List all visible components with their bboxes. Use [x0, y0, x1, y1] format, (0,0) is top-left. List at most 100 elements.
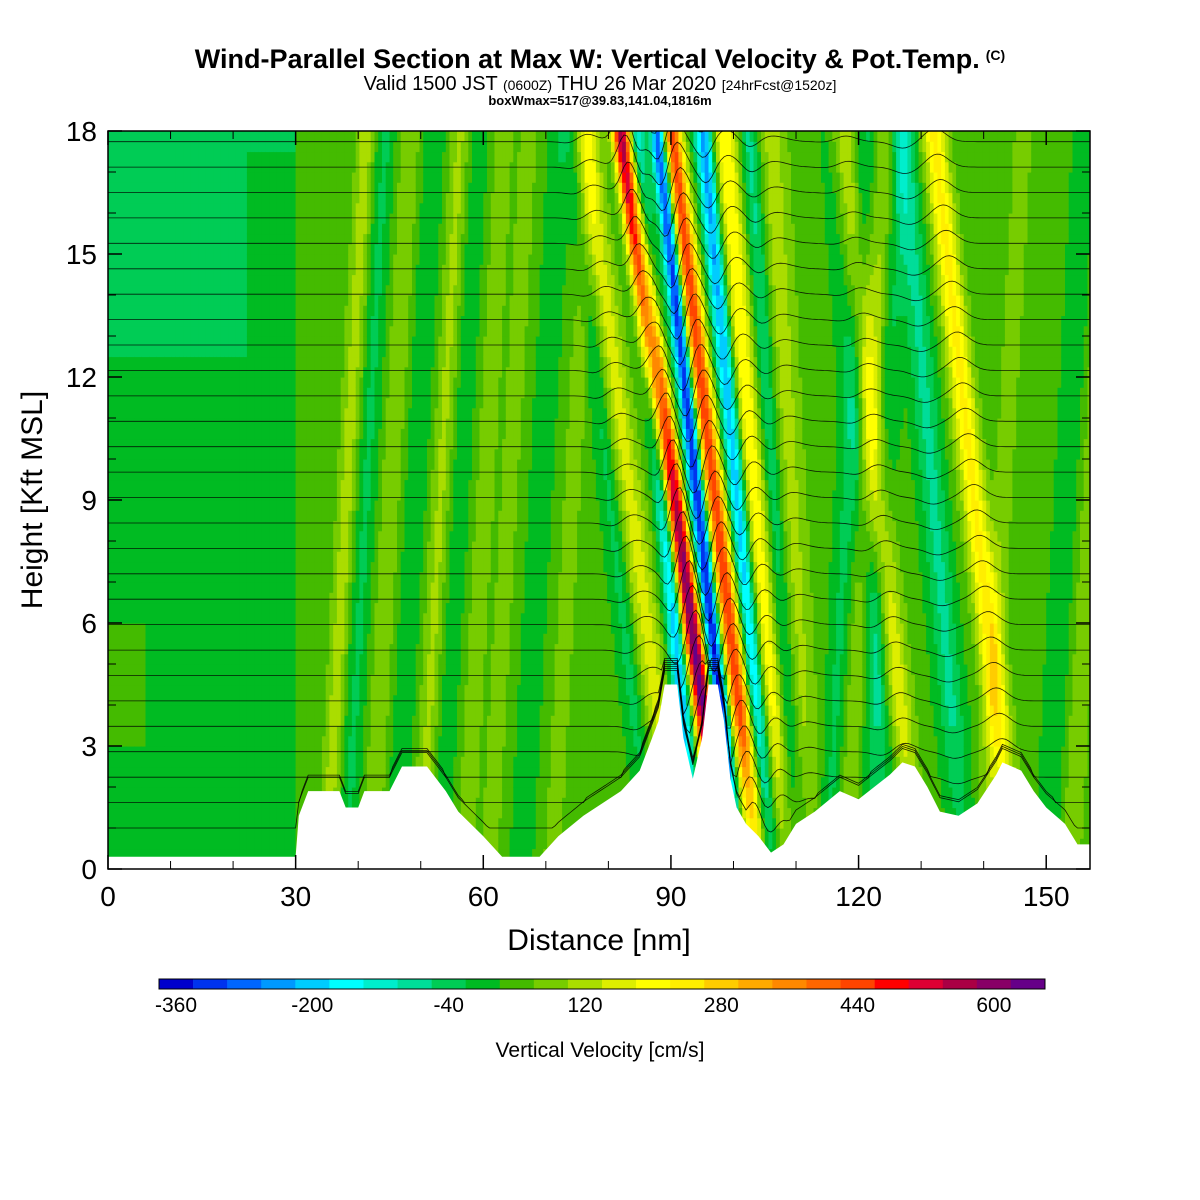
velocity-cell [291, 202, 297, 214]
velocity-cell [280, 428, 285, 440]
velocity-cell [258, 489, 263, 501]
velocity-cell [123, 264, 128, 276]
velocity-cell [138, 336, 143, 347]
velocity-cell [108, 397, 113, 409]
velocity-cell [231, 582, 237, 593]
velocity-cell [205, 397, 210, 409]
velocity-cell [153, 684, 158, 696]
velocity-cell [239, 653, 244, 665]
velocity-cell [246, 725, 252, 737]
velocity-cell [123, 151, 128, 163]
velocity-cell [141, 838, 147, 850]
velocity-cell [333, 530, 338, 542]
velocity-cell [261, 694, 267, 706]
velocity-cell [310, 541, 316, 552]
velocity-cell [224, 448, 229, 460]
velocity-cell [183, 725, 188, 737]
velocity-cell [123, 500, 128, 511]
velocity-cell [190, 356, 195, 368]
velocity-cell [130, 448, 135, 460]
velocity-cell [276, 633, 282, 645]
velocity-cell [224, 530, 229, 542]
velocity-cell [126, 172, 132, 183]
velocity-cell [348, 694, 353, 706]
velocity-cell [340, 479, 346, 491]
velocity-cell [284, 438, 289, 450]
velocity-cell [134, 233, 139, 245]
velocity-cell [130, 705, 135, 716]
velocity-cell [265, 551, 270, 563]
velocity-cell [284, 131, 289, 142]
velocity-cell [333, 541, 338, 552]
velocity-cell [291, 182, 297, 194]
velocity-cell [265, 807, 270, 819]
velocity-cell [246, 233, 252, 245]
velocity-cell [359, 192, 364, 204]
velocity-cell [220, 500, 225, 511]
velocity-cell [325, 448, 331, 460]
velocity-cell [141, 756, 147, 768]
velocity-cell [220, 828, 225, 839]
velocity-cell [205, 838, 210, 850]
velocity-cell [299, 182, 304, 194]
velocity-cell [246, 582, 252, 593]
velocity-cell [119, 141, 124, 153]
velocity-cell [239, 705, 244, 716]
velocity-cell [359, 674, 364, 686]
velocity-cell [363, 356, 368, 368]
velocity-cell [216, 530, 222, 542]
velocity-cell [160, 366, 165, 378]
velocity-cell [314, 715, 319, 727]
velocity-cell [201, 448, 207, 460]
velocity-cell [108, 213, 113, 224]
velocity-cell [164, 459, 169, 470]
velocity-cell [138, 530, 143, 542]
velocity-cell [198, 807, 203, 819]
velocity-cell [209, 387, 214, 399]
velocity-cell [123, 254, 128, 265]
velocity-cell [340, 715, 346, 727]
velocity-cell [299, 366, 304, 378]
velocity-cell [213, 243, 218, 255]
velocity-cell [190, 366, 195, 378]
velocity-cell [295, 571, 300, 583]
velocity-cell [175, 243, 180, 255]
velocity-cell [108, 643, 113, 655]
velocity-cell [138, 787, 143, 798]
velocity-cell [318, 500, 323, 511]
velocity-cell [303, 387, 308, 399]
velocity-cell [273, 766, 278, 778]
velocity-cell [235, 438, 240, 450]
velocity-cell [359, 254, 364, 265]
velocity-cell [209, 694, 214, 706]
velocity-cell [108, 530, 113, 542]
velocity-cell [205, 172, 210, 183]
velocity-cell [254, 520, 259, 532]
velocity-cell [261, 428, 267, 440]
velocity-cell [119, 643, 124, 655]
velocity-cell [220, 438, 225, 450]
velocity-cell [175, 510, 180, 522]
velocity-cell [359, 407, 364, 419]
velocity-cell [138, 202, 143, 214]
velocity-cell [183, 653, 188, 665]
velocity-cell [130, 336, 135, 347]
velocity-cell [220, 325, 225, 337]
velocity-cell [134, 592, 139, 604]
velocity-cell [303, 192, 308, 204]
velocity-cell [168, 489, 173, 501]
velocity-cell [310, 551, 316, 563]
velocity-cell [276, 336, 282, 347]
velocity-cell [348, 448, 353, 460]
velocity-cell [265, 602, 270, 614]
velocity-cell [363, 643, 368, 655]
velocity-cell [156, 838, 162, 850]
velocity-cell [205, 366, 210, 378]
velocity-cell [321, 264, 327, 276]
velocity-cell [363, 151, 368, 163]
velocity-cell [115, 202, 120, 214]
velocity-cell [194, 346, 199, 358]
velocity-cell [273, 787, 278, 798]
velocity-cell [160, 848, 165, 860]
velocity-cell [336, 612, 342, 624]
